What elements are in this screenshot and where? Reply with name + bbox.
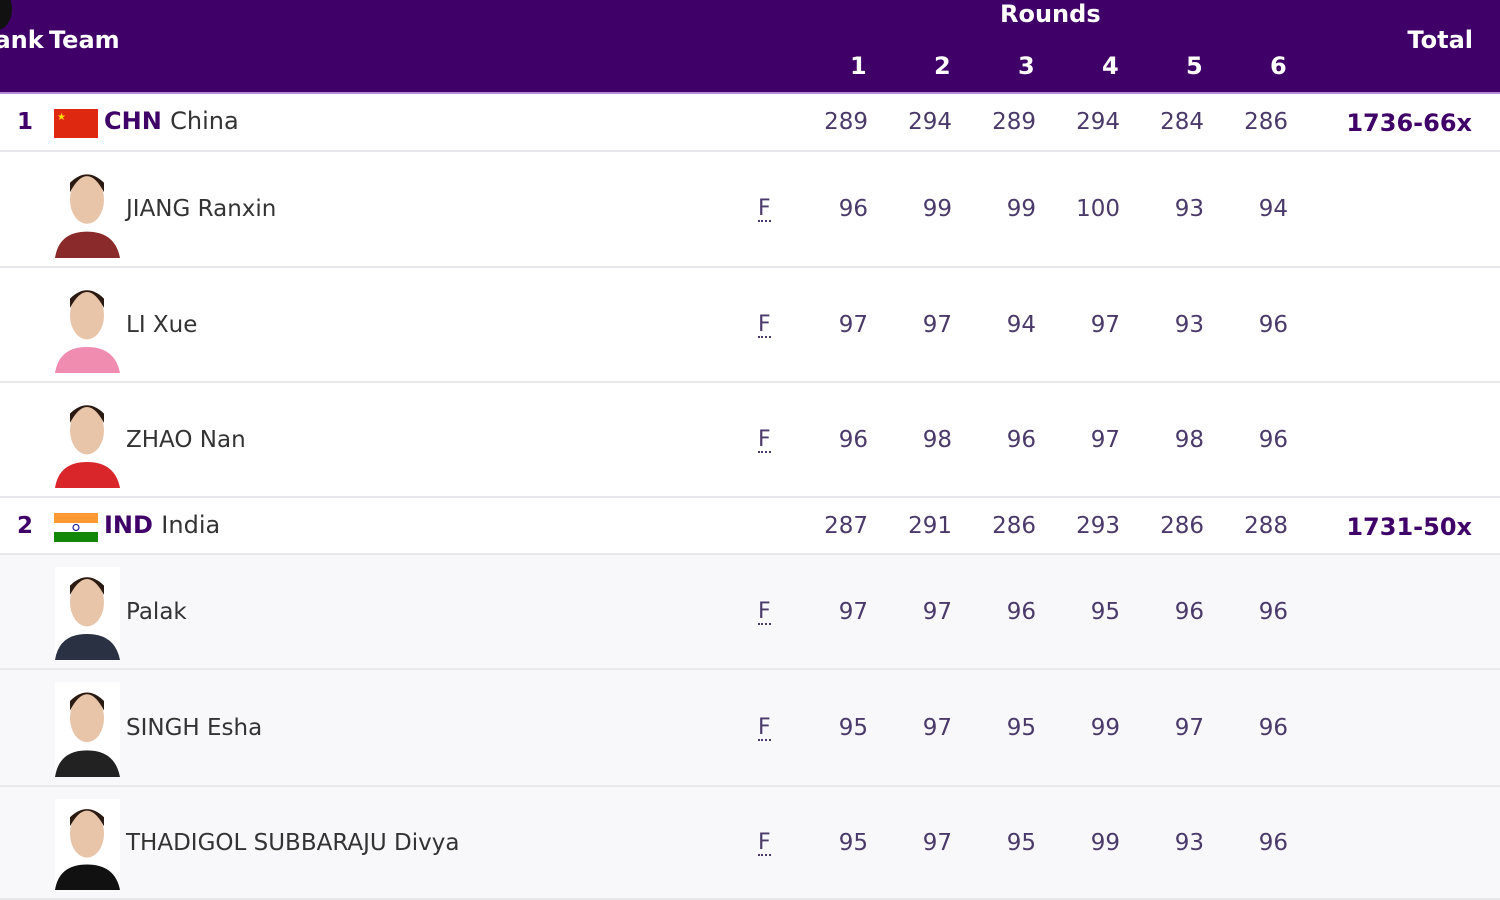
svg-text:★: ★ bbox=[57, 112, 66, 123]
athlete-round-score: 96 bbox=[1258, 714, 1288, 741]
athlete-round-score: 99 bbox=[922, 196, 952, 222]
athlete-photo bbox=[55, 682, 120, 777]
athlete-round-score: 97 bbox=[1090, 426, 1120, 453]
athlete-round-score: 96 bbox=[1258, 426, 1288, 453]
athlete-round-score: 100 bbox=[1076, 196, 1120, 222]
athlete-name[interactable]: THADIGOL SUBBARAJU Divya bbox=[126, 829, 460, 856]
china-flag-icon: ★ bbox=[54, 109, 98, 138]
athlete-round-score: 94 bbox=[1006, 311, 1036, 338]
team-country: India bbox=[161, 510, 221, 539]
header-round-2: 2 bbox=[934, 52, 951, 80]
athlete-round-score: 99 bbox=[1006, 196, 1036, 222]
team-round-score: 294 bbox=[908, 109, 952, 135]
final-marker[interactable]: F bbox=[758, 426, 771, 453]
athlete-round-score: 96 bbox=[1258, 829, 1288, 856]
athlete-row[interactable]: THADIGOL SUBBARAJU Divya F 95 97 95 99 93 96 bbox=[0, 787, 1500, 900]
team-round-score: 286 bbox=[1244, 109, 1288, 135]
athlete-round-score: 96 bbox=[1006, 598, 1036, 625]
athlete-round-score: 94 bbox=[1258, 196, 1288, 222]
team-round-score: 291 bbox=[908, 512, 952, 539]
athlete-round-score: 97 bbox=[838, 311, 868, 338]
team-total: 1731-50x bbox=[1346, 512, 1472, 541]
athlete-photo bbox=[55, 280, 120, 373]
athlete-round-score: 96 bbox=[838, 426, 868, 453]
header-round-1: 1 bbox=[850, 52, 867, 80]
athlete-round-score: 98 bbox=[922, 426, 952, 453]
team-round-score: 294 bbox=[1076, 109, 1120, 135]
header-total: Total bbox=[1407, 26, 1473, 54]
athlete-name[interactable]: JIANG Ranxin bbox=[126, 196, 277, 222]
athlete-name[interactable]: LI Xue bbox=[126, 311, 198, 338]
athlete-round-score: 96 bbox=[1006, 426, 1036, 453]
athlete-round-score: 97 bbox=[1174, 714, 1204, 741]
athlete-round-score: 96 bbox=[1258, 311, 1288, 338]
athlete-round-score: 99 bbox=[1090, 829, 1120, 856]
team-round-score: 286 bbox=[1160, 512, 1204, 539]
header-round-5: 5 bbox=[1186, 52, 1203, 80]
team-round-score: 287 bbox=[824, 512, 868, 539]
team-round-score: 284 bbox=[1160, 109, 1204, 135]
team-rank: 1 bbox=[17, 109, 34, 135]
final-marker[interactable]: F bbox=[758, 311, 771, 338]
athlete-round-score: 98 bbox=[1174, 426, 1204, 453]
team-row[interactable]: 1 ★ CHN China 289 294 289 294 284 286 1736-66… bbox=[0, 94, 1500, 152]
team-code: IND bbox=[104, 510, 153, 539]
header-round-3: 3 bbox=[1018, 52, 1035, 80]
athlete-photo bbox=[55, 567, 120, 660]
athlete-photo bbox=[55, 799, 120, 890]
athlete-round-score: 93 bbox=[1174, 311, 1204, 338]
athlete-round-score: 95 bbox=[1090, 598, 1120, 625]
athlete-round-score: 93 bbox=[1174, 196, 1204, 222]
header-round-6: 6 bbox=[1270, 52, 1287, 80]
athlete-row[interactable]: JIANG Ranxin F 96 99 99 100 93 94 bbox=[0, 152, 1500, 268]
header-rounds: Rounds bbox=[1000, 0, 1101, 28]
team-round-score: 293 bbox=[1076, 512, 1120, 539]
athlete-round-score: 99 bbox=[1090, 714, 1120, 741]
athlete-round-score: 97 bbox=[1090, 311, 1120, 338]
athlete-row[interactable]: ZHAO Nan F 96 98 96 97 98 96 bbox=[0, 383, 1500, 498]
athlete-name[interactable]: ZHAO Nan bbox=[126, 426, 246, 453]
final-marker[interactable]: F bbox=[758, 714, 771, 741]
team-round-score: 289 bbox=[824, 109, 868, 135]
athlete-row[interactable]: LI Xue F 97 97 94 97 93 96 bbox=[0, 268, 1500, 383]
table-header: Rank Team Rounds Total 1 2 3 4 5 6 bbox=[0, 0, 1500, 94]
final-marker[interactable]: F bbox=[758, 829, 771, 856]
athlete-round-score: 95 bbox=[838, 714, 868, 741]
team-round-score: 286 bbox=[992, 512, 1036, 539]
athlete-round-score: 96 bbox=[1258, 598, 1288, 625]
athlete-round-score: 97 bbox=[922, 598, 952, 625]
team-round-score: 288 bbox=[1244, 512, 1288, 539]
athlete-photo bbox=[55, 164, 120, 258]
india-flag-icon bbox=[54, 512, 98, 542]
header-rank: Rank bbox=[0, 26, 44, 54]
team-round-score: 289 bbox=[992, 109, 1036, 135]
athlete-row[interactable]: SINGH Esha F 95 97 95 99 97 96 bbox=[0, 670, 1500, 787]
athlete-round-score: 97 bbox=[922, 829, 952, 856]
team-code: CHN bbox=[104, 107, 162, 135]
final-marker[interactable]: F bbox=[758, 598, 771, 625]
athlete-round-score: 97 bbox=[922, 714, 952, 741]
athlete-round-score: 96 bbox=[838, 196, 868, 222]
team-total: 1736-66x bbox=[1346, 109, 1472, 137]
team-name[interactable]: CHN China bbox=[104, 107, 239, 135]
header-round-4: 4 bbox=[1102, 52, 1119, 80]
athlete-name[interactable]: SINGH Esha bbox=[126, 714, 263, 741]
athlete-round-score: 95 bbox=[1006, 714, 1036, 741]
athlete-row[interactable]: Palak F 97 97 96 95 96 96 bbox=[0, 555, 1500, 670]
team-country: China bbox=[170, 107, 239, 135]
athlete-round-score: 95 bbox=[1006, 829, 1036, 856]
athlete-round-score: 93 bbox=[1174, 829, 1204, 856]
header-team: Team bbox=[49, 26, 120, 54]
athlete-round-score: 95 bbox=[838, 829, 868, 856]
athlete-round-score: 97 bbox=[922, 311, 952, 338]
athlete-photo bbox=[55, 395, 120, 488]
athlete-name[interactable]: Palak bbox=[126, 598, 187, 625]
final-marker[interactable]: F bbox=[758, 196, 771, 222]
athlete-round-score: 96 bbox=[1174, 598, 1204, 625]
team-name[interactable]: IND India bbox=[104, 511, 220, 539]
athlete-round-score: 97 bbox=[838, 598, 868, 625]
team-rank: 2 bbox=[17, 512, 34, 539]
team-row[interactable]: 2 IND India 287 291 286 293 286 288 1731-50x bbox=[0, 498, 1500, 555]
